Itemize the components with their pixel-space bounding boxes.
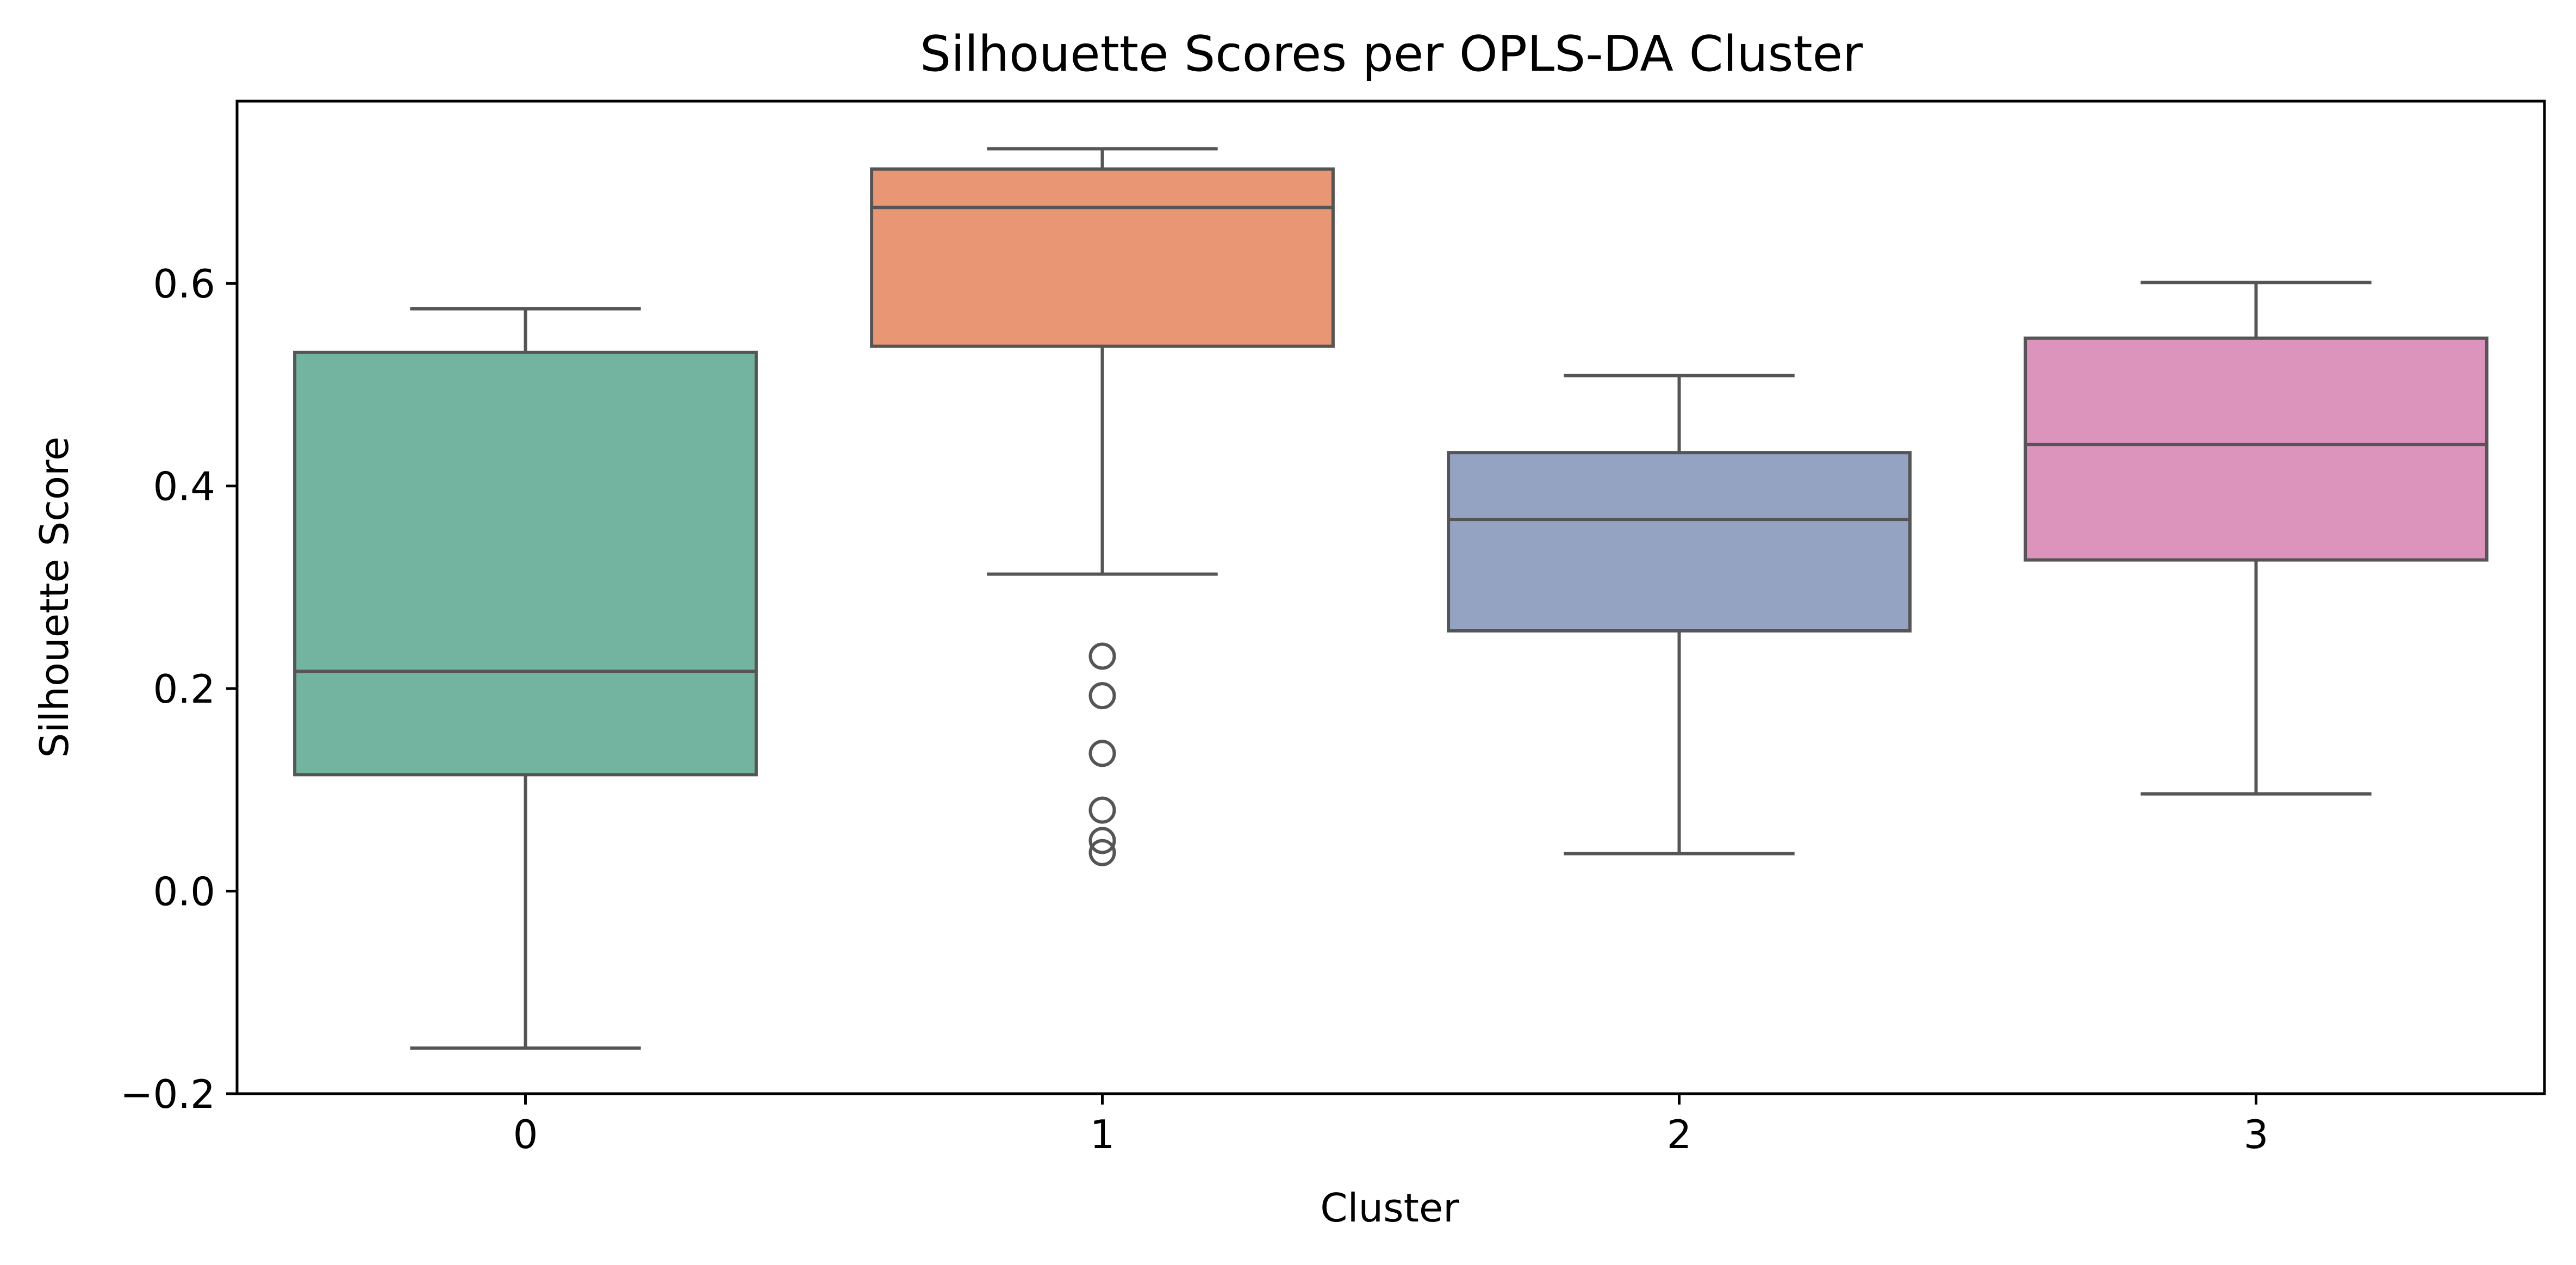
- plot-frame: [235, 100, 2546, 1095]
- x-tick-label-1: 1: [1090, 1112, 1115, 1157]
- box-group-3: [2024, 281, 2488, 796]
- outlier-point-1-2: [1088, 740, 1116, 767]
- box-group-0: [293, 307, 758, 1050]
- outlier-point-1-5: [1088, 839, 1116, 866]
- outlier-point-1-1: [1088, 682, 1116, 710]
- x-tick-label-3: 3: [2244, 1112, 2269, 1157]
- outlier-point-1-3: [1088, 796, 1116, 824]
- boxes-layer: [293, 147, 2488, 1050]
- y-tick-label-1: 0.0: [153, 869, 215, 915]
- ticks-layer: 0 1 2 3 −0.2 0.0 0.2 0.4 0.6: [120, 261, 2268, 1157]
- y-tick-label-0: −0.2: [120, 1071, 215, 1117]
- x-axis-label: Cluster: [1320, 1185, 1459, 1231]
- box-1: [870, 167, 1335, 348]
- outlier-point-1-0: [1088, 642, 1116, 670]
- y-tick-label-3: 0.4: [153, 464, 215, 510]
- x-tick-label-2: 2: [1667, 1112, 1692, 1157]
- y-tick-label-4: 0.6: [153, 261, 215, 307]
- y-tick-label-2: 0.2: [153, 666, 215, 712]
- outlier-point-1-4: [1088, 827, 1116, 854]
- box-3: [2024, 336, 2488, 562]
- box-2: [1447, 451, 1912, 632]
- box-group-2: [1447, 374, 1912, 855]
- y-axis-label: Silhouette Score: [32, 437, 77, 758]
- x-tick-label-0: 0: [513, 1112, 538, 1157]
- box-0: [293, 350, 758, 777]
- box-group-1: [870, 147, 1335, 866]
- chart-title: Silhouette Scores per OPLS-DA Cluster: [920, 26, 1863, 83]
